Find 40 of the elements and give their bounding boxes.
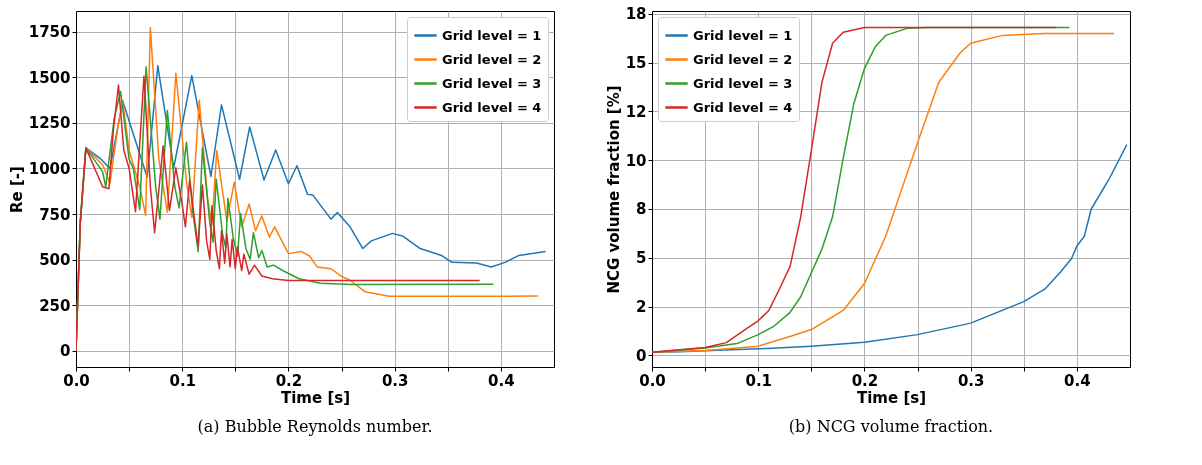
y-tick-label: 15 <box>625 54 647 73</box>
y-tick-label: 2 <box>636 298 647 317</box>
y-tick-label: 750 <box>39 205 71 224</box>
x-tick-label: 0.0 <box>63 371 90 390</box>
x-tick-label: 0.1 <box>169 371 197 390</box>
y-tick-label: 8 <box>636 200 647 219</box>
y-tick-label: 250 <box>39 296 71 315</box>
y-tick-label: 10 <box>625 151 647 170</box>
x-tick-label: 0.3 <box>957 371 985 390</box>
y-axis-title: Re [-] <box>7 166 26 213</box>
legend-label: Grid level = 3 <box>442 75 542 91</box>
y-tick-label: 5 <box>636 249 647 268</box>
text: (a) Bubble Reynolds number. <box>197 417 433 436</box>
x-tick-label: 0.2 <box>851 371 879 390</box>
legend-label: Grid level = 1 <box>442 27 542 43</box>
y-tick-label: 1250 <box>28 114 71 133</box>
x-tick-label: 0.4 <box>488 371 515 390</box>
legend-label: Grid level = 1 <box>693 27 793 43</box>
legend-label: Grid level = 4 <box>442 99 542 115</box>
y-tick-label: 1500 <box>28 68 71 87</box>
y-tick-label: 18 <box>625 5 647 24</box>
legend-label: Grid level = 2 <box>442 51 542 67</box>
x-axis-title: Time [s] <box>280 388 351 407</box>
y-tick-label: 0 <box>60 342 71 361</box>
legend-label: Grid level = 3 <box>693 75 793 91</box>
x-axis-title: Time [s] <box>856 388 927 407</box>
y-tick-label: 1000 <box>28 159 71 178</box>
x-tick-label: 0.1 <box>745 371 773 390</box>
y-axis-title: NCG volume fraction [%] <box>604 85 623 294</box>
x-tick-label: 0.2 <box>275 371 303 390</box>
y-tick-label: 12 <box>625 102 647 121</box>
x-tick-label: 0.3 <box>381 371 409 390</box>
legend-label: Grid level = 2 <box>693 51 793 67</box>
x-tick-label: 0.0 <box>639 371 666 390</box>
text: (b) NCG volume fraction. <box>788 417 994 436</box>
legend-label: Grid level = 4 <box>693 99 793 115</box>
y-tick-label: 0 <box>636 346 647 365</box>
y-tick-label: 1750 <box>28 23 71 42</box>
x-tick-label: 0.4 <box>1064 371 1091 390</box>
y-tick-label: 500 <box>39 251 71 270</box>
